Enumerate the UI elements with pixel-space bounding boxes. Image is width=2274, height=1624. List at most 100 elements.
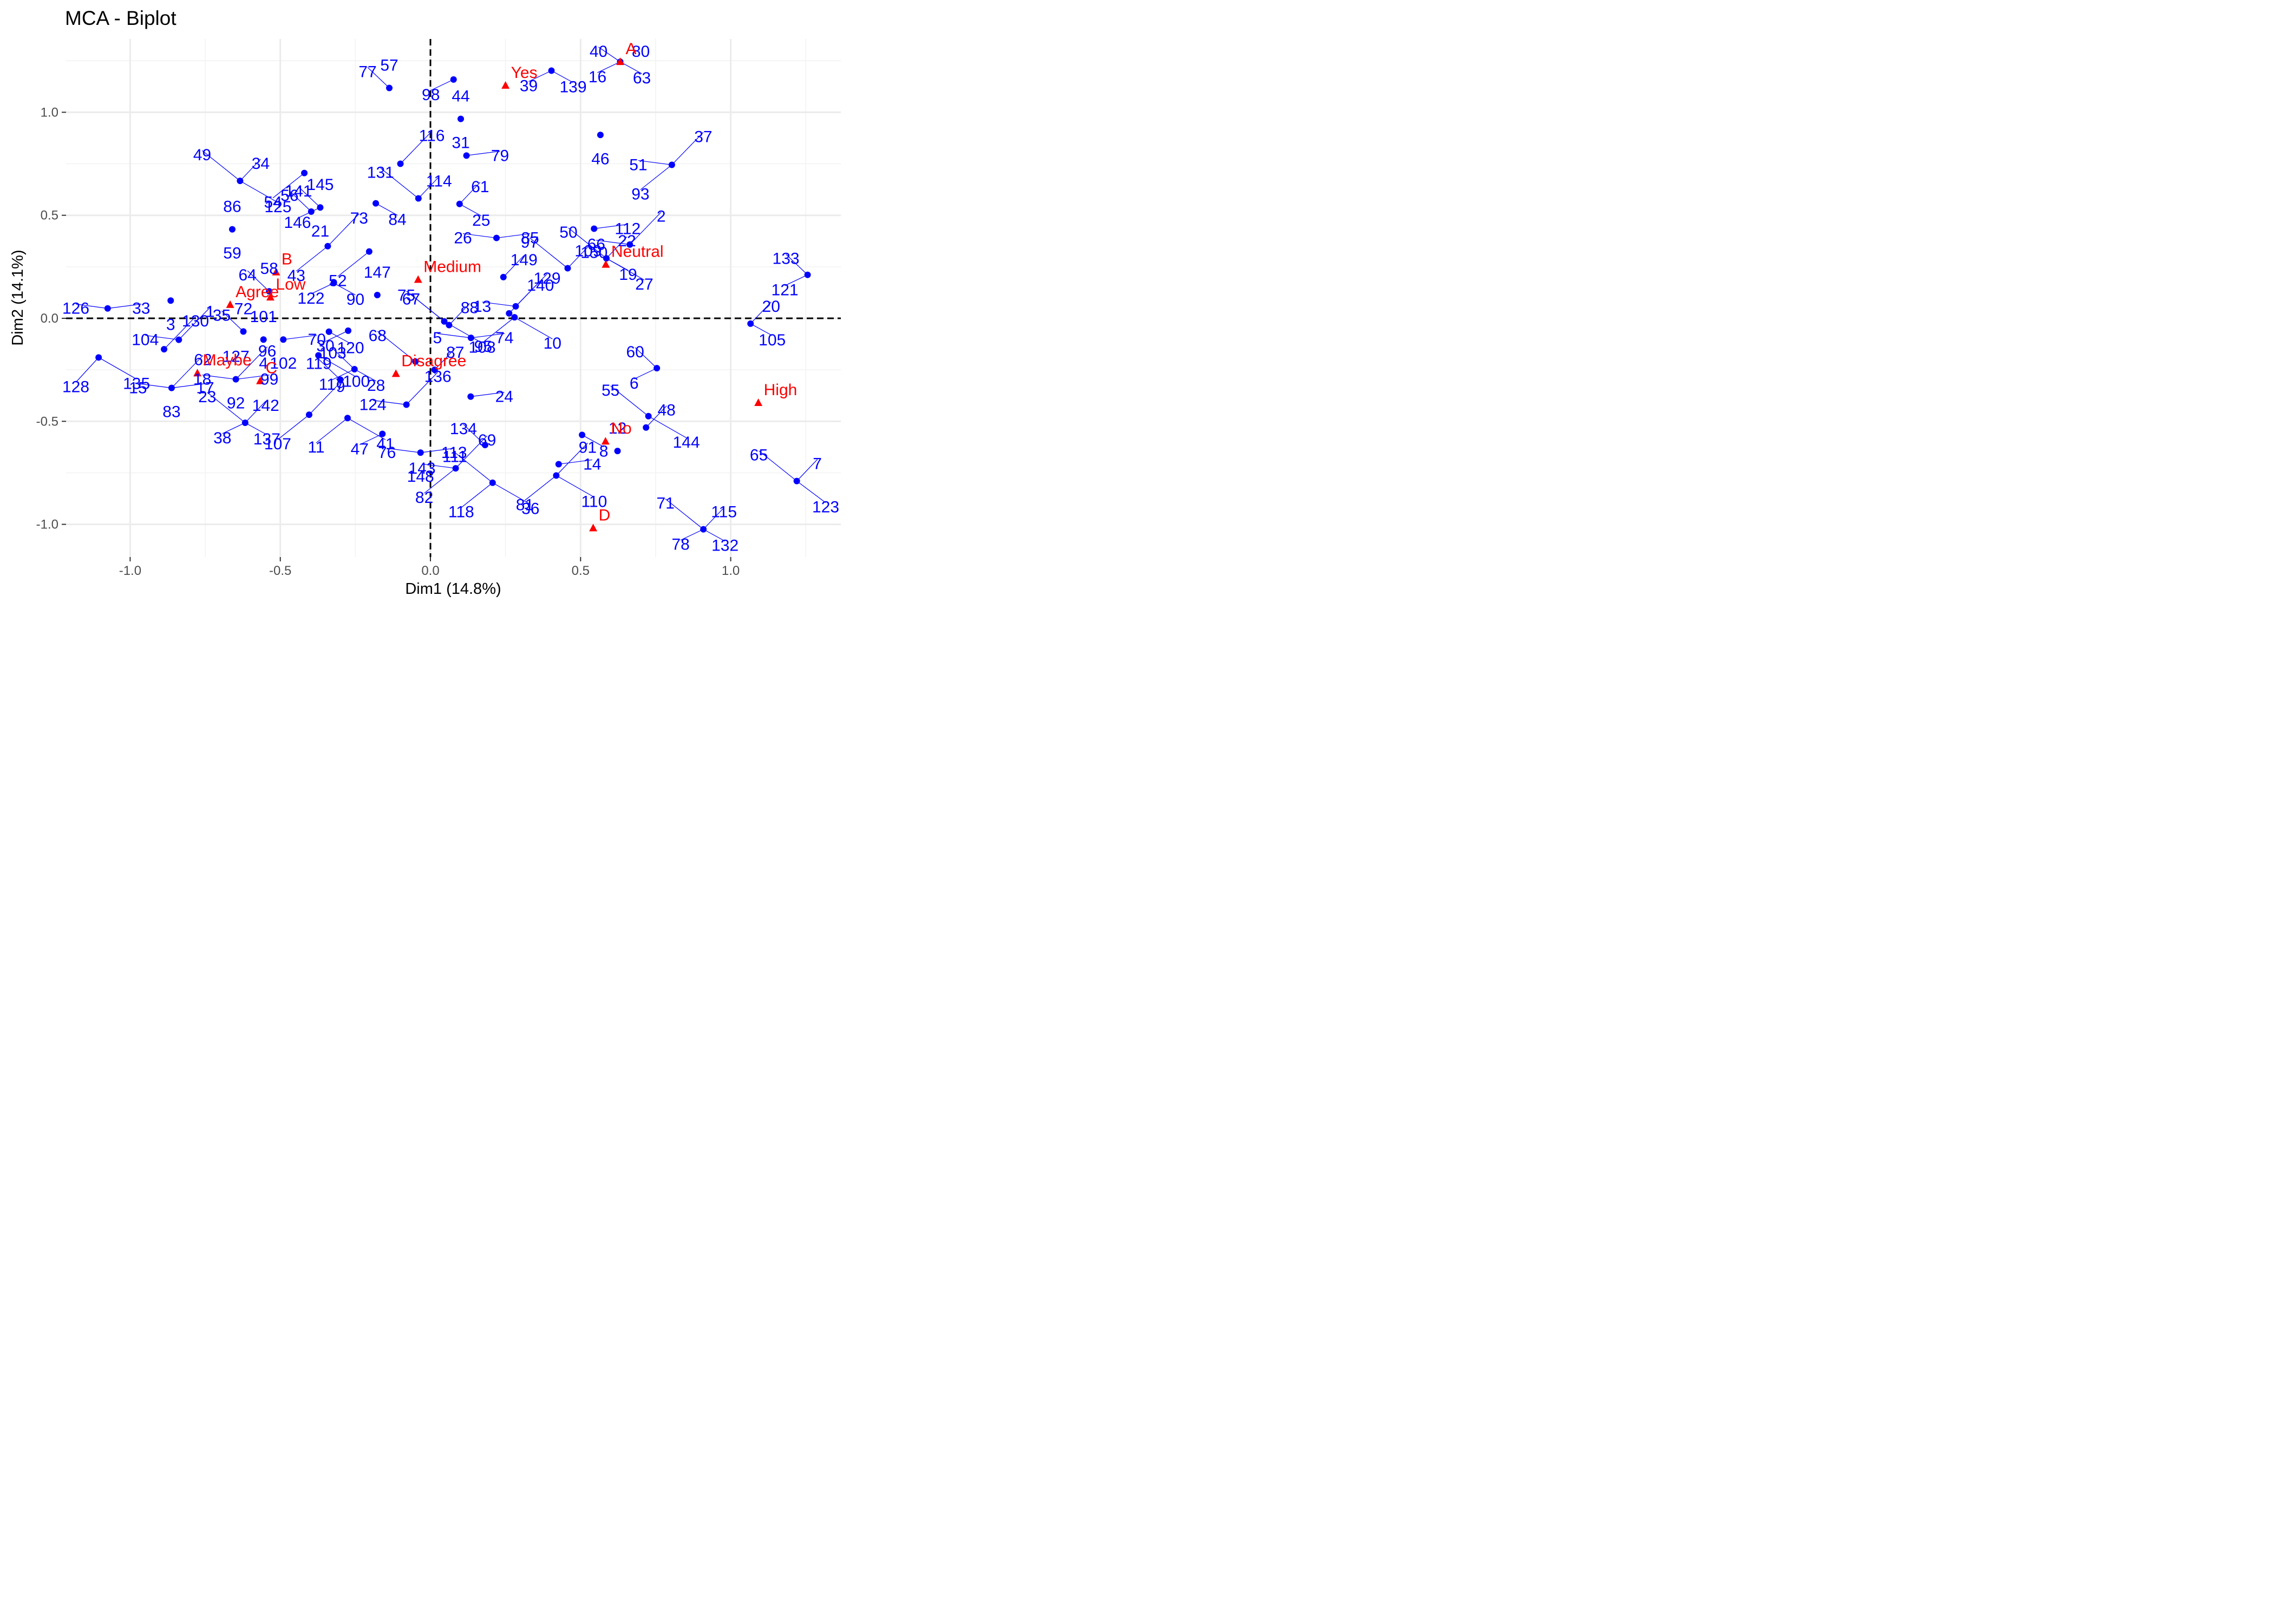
category-marker (501, 81, 510, 89)
label-connector (296, 246, 328, 272)
individual-point (415, 195, 422, 202)
reference-lines (66, 39, 841, 557)
label-connector (329, 331, 351, 344)
individual-label: 146 (284, 214, 311, 232)
label-connector (482, 317, 515, 343)
individual-label: 25 (472, 212, 490, 230)
label-connector (334, 283, 356, 296)
individual-label: 68 (369, 327, 387, 345)
label-connector (525, 475, 557, 501)
category-label: Yes (511, 64, 538, 82)
individual-point (793, 477, 800, 484)
individual-point (493, 234, 500, 241)
individual-label: 108 (468, 339, 495, 357)
individual-label: 12 (609, 420, 626, 437)
individual-label: 30 (316, 337, 334, 355)
label-connector (596, 240, 630, 245)
x-tick-label: -0.5 (269, 564, 291, 578)
individual-label: 40 (590, 43, 607, 61)
label-connector (239, 159, 261, 181)
individual-label: 148 (407, 468, 434, 486)
individual-label: 31 (452, 134, 469, 152)
label-connector (503, 255, 525, 278)
individual-label: 96 (258, 343, 276, 361)
individual-label: 105 (759, 331, 786, 349)
label-connector (620, 61, 642, 74)
category-label: Maybe (203, 351, 252, 369)
individual-label: 62 (194, 351, 212, 369)
individual-label: 43 (287, 267, 305, 285)
label-connector (568, 227, 607, 259)
individual-point (481, 442, 488, 449)
label-connector (75, 357, 99, 383)
individual-label: 16 (589, 68, 606, 86)
individual-point (330, 279, 337, 286)
individual-point (240, 328, 247, 335)
individual-point (374, 291, 381, 298)
plot-background (66, 39, 841, 557)
label-connector (581, 434, 604, 447)
individual-label: 75 (397, 287, 415, 305)
individual-point (564, 265, 571, 272)
label-connector (759, 450, 797, 482)
individual-label: 92 (227, 395, 245, 412)
individual-label: 135 (123, 375, 150, 392)
individual-label: 6 (630, 375, 639, 392)
individual-label: 147 (364, 264, 391, 281)
label-connector (556, 475, 594, 497)
individual-label: 112 (615, 220, 641, 238)
label-connector (796, 459, 818, 482)
individual-label: 35 (213, 306, 231, 324)
label-connector (375, 203, 398, 216)
minor-gridlines (66, 39, 841, 557)
individual-point (161, 346, 168, 353)
individual-label: 57 (380, 56, 398, 74)
label-connector (373, 400, 407, 405)
label-connector (207, 392, 246, 423)
mca-biplot-chart: -1.0 -0.5 0.0 0.5 1.0 -1.0-0.50.00.51.0 8063… (9, 7, 841, 598)
individual-point (305, 411, 312, 418)
label-connector (750, 323, 773, 336)
individual-label: 37 (694, 128, 712, 146)
label-connector (377, 331, 416, 362)
label-connector (648, 416, 687, 438)
individual-label: 63 (633, 69, 651, 87)
label-connector (471, 392, 505, 397)
individual-label: 149 (511, 251, 538, 269)
individual-label: 56 (280, 187, 298, 205)
category-marker (754, 398, 763, 407)
individual-label: 107 (264, 435, 291, 453)
label-connector (277, 414, 310, 440)
individual-point (315, 352, 322, 359)
individual-label: 127 (223, 348, 250, 366)
label-connector (459, 204, 482, 217)
individual-label: 123 (812, 499, 839, 516)
category-marker (391, 369, 400, 377)
label-connector (703, 507, 724, 530)
individual-point (373, 200, 380, 207)
individual-label: 85 (521, 230, 539, 247)
label-connector (327, 213, 360, 247)
x-tick-label: 0.5 (572, 564, 590, 578)
individual-label: 60 (626, 343, 644, 361)
individual-label: 137 (253, 430, 280, 448)
individual-label: 47 (351, 441, 369, 459)
label-connector (530, 238, 568, 269)
label-connector (289, 191, 312, 212)
individual-point (700, 526, 707, 533)
individual-label: 23 (198, 388, 216, 406)
individual-label: 145 (306, 176, 334, 194)
y-tick-label: 1.0 (41, 105, 58, 120)
individual-label: 101 (250, 308, 277, 326)
individual-point (446, 322, 453, 329)
category-label: High (764, 381, 798, 399)
category-label: Medium (423, 258, 481, 276)
individual-point (555, 461, 562, 468)
individual-label: 41 (376, 435, 394, 453)
individual-points (95, 58, 811, 533)
category-markers (193, 57, 763, 532)
individual-label: 82 (415, 489, 433, 507)
label-connector (422, 463, 456, 469)
label-connector (597, 61, 620, 73)
